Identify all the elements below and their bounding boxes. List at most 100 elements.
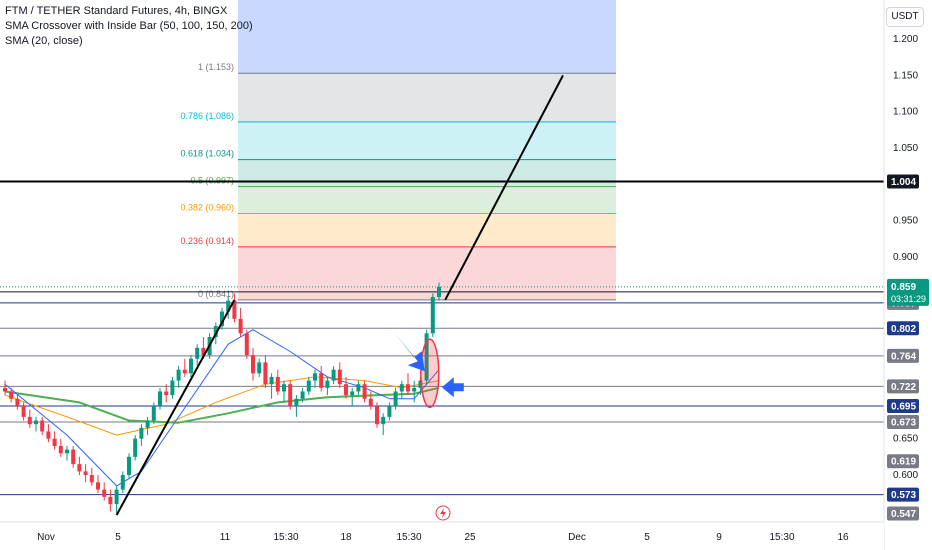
- candle-body: [418, 380, 423, 388]
- highlight-ellipse: [420, 338, 440, 409]
- candle-body: [120, 475, 125, 490]
- candle-body: [164, 391, 169, 396]
- candle-body: [375, 406, 379, 425]
- candle-body: [300, 391, 305, 399]
- price-label: 0.673: [891, 417, 916, 428]
- candle-body: [282, 384, 286, 392]
- candle-body: [77, 464, 82, 472]
- candle-body: [52, 438, 57, 446]
- candle-body: [399, 384, 404, 392]
- price-label: 0.619: [891, 457, 916, 468]
- candle-body: [393, 391, 398, 407]
- candle-body: [275, 376, 280, 392]
- candle-body: [424, 333, 429, 381]
- candle-body: [176, 369, 181, 381]
- price-label-box: [887, 379, 919, 394]
- fib-zone: [238, 186, 616, 214]
- candle-body: [244, 333, 249, 356]
- candle-body: [96, 482, 100, 490]
- fib-level-label: 0.786 (1.086): [180, 111, 234, 121]
- candle-body: [213, 326, 218, 337]
- fib-zone: [238, 121, 616, 160]
- chart-legend: FTM / TETHER Standard Futures, 4h, BINGX…: [5, 4, 253, 49]
- candle-body: [21, 406, 26, 417]
- trend-line: [444, 74, 564, 301]
- candle-body: [201, 347, 206, 356]
- price-label-box: [887, 174, 919, 189]
- x-tick-label: 18: [340, 532, 352, 543]
- x-tick-label: 5: [644, 532, 650, 543]
- candle-body: [269, 376, 274, 385]
- candle-body: [89, 475, 94, 483]
- candle-body: [387, 406, 392, 417]
- y-tick-label: 0.650: [893, 434, 918, 445]
- candle-body: [362, 384, 367, 399]
- candle-body: [257, 362, 262, 374]
- candle-body: [337, 369, 342, 385]
- candle-body: [313, 373, 317, 381]
- price-label-box: [887, 348, 919, 363]
- price-label-box: [887, 487, 919, 502]
- candle-body: [40, 420, 45, 432]
- candle-body: [437, 286, 441, 298]
- symbol-title[interactable]: FTM / TETHER Standard Futures, 4h, BINGX: [5, 5, 228, 17]
- fib-zone: [238, 159, 616, 187]
- arrow-icon: [394, 333, 425, 372]
- x-tick-label: 15:30: [769, 532, 794, 543]
- fib-level-label: 1 (1.153): [198, 62, 234, 72]
- y-tick-label: 0.600: [893, 470, 918, 481]
- candle-body: [34, 420, 38, 425]
- fib-level-label: 0.618 (1.034): [180, 149, 234, 159]
- arrow-icon: [441, 377, 464, 398]
- current-price-label: 0.859: [891, 282, 916, 293]
- candle-body: [368, 398, 373, 407]
- price-label: 0.695: [891, 402, 916, 413]
- candle-body: [406, 384, 410, 392]
- candle-body: [251, 355, 255, 374]
- candle-body: [288, 384, 293, 407]
- candle-body: [381, 416, 386, 425]
- candle-body: [102, 489, 107, 497]
- indicator-sma-crossover[interactable]: SMA Crossover with Inside Bar (50, 100, …: [5, 20, 253, 32]
- fib-level-label: 0 (0.841): [198, 289, 234, 299]
- y-tick-label: 0.950: [893, 216, 918, 227]
- currency-button[interactable]: USDT: [886, 7, 924, 27]
- candle-body: [170, 380, 175, 396]
- candle-body: [232, 300, 237, 319]
- time-axis: [0, 522, 884, 550]
- fib-level-label: 0.382 (0.960): [180, 202, 234, 212]
- y-tick-label: 0.900: [893, 252, 918, 263]
- candle-body: [294, 398, 299, 407]
- candle-body: [158, 391, 162, 407]
- y-tick-label: 1.150: [893, 70, 918, 81]
- current-price-box: [887, 278, 929, 306]
- candle-body: [27, 416, 32, 425]
- candle-body: [46, 431, 51, 439]
- candle-body: [195, 347, 200, 359]
- candle-body: [226, 300, 231, 312]
- fib-zone: [238, 246, 616, 300]
- candle-body: [108, 496, 113, 505]
- candle-body: [83, 471, 88, 476]
- candle-body: [344, 384, 348, 396]
- candle-body: [71, 449, 76, 465]
- x-tick-label: 16: [837, 532, 849, 543]
- candle-body: [114, 489, 119, 505]
- x-tick-label: 5: [115, 532, 121, 543]
- trend-line: [115, 299, 236, 516]
- x-tick-label: 15:30: [273, 532, 298, 543]
- sma-green-line: [4, 386, 440, 424]
- price-label-box: [887, 399, 919, 414]
- price-label: 0.764: [891, 351, 916, 362]
- price-label-box: [887, 414, 919, 429]
- countdown-label: 03:31:29: [891, 294, 926, 304]
- candle-body: [325, 380, 330, 388]
- indicator-sma-20[interactable]: SMA (20, close): [5, 35, 83, 47]
- price-label-box: [887, 454, 919, 469]
- candle-body: [139, 427, 144, 439]
- candle-body: [350, 391, 355, 396]
- candle-body: [319, 373, 324, 388]
- sma-orange-line: [4, 376, 440, 436]
- fib-zone-top: [238, 0, 616, 74]
